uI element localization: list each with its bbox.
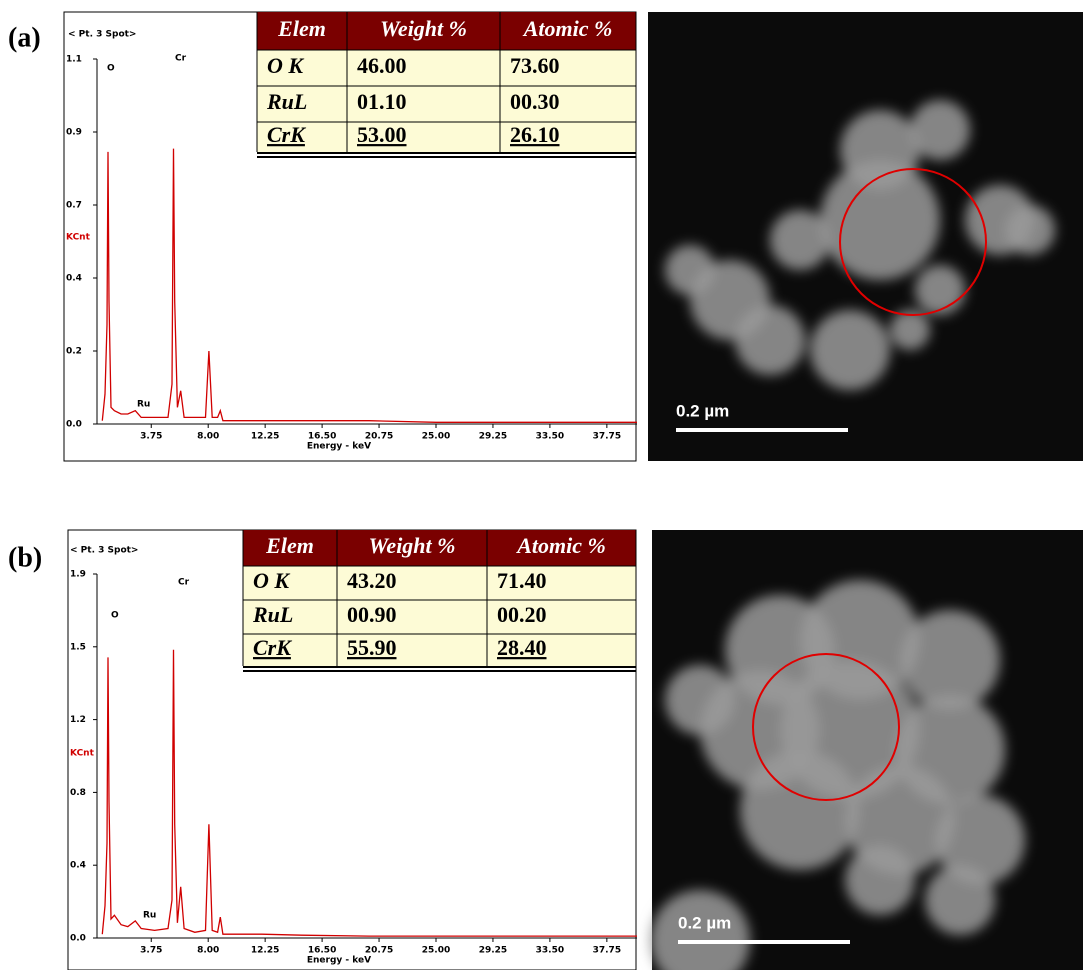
y-tick-label: 0.2: [66, 347, 82, 357]
table-cell: RuL: [266, 89, 307, 114]
x-tick-label: 29.25: [479, 432, 507, 442]
table-header-cell: Elem: [277, 16, 326, 41]
x-tick-label: 12.25: [251, 946, 279, 956]
table-header-cell: Weight %: [380, 16, 467, 41]
peak-label: Ru: [143, 911, 156, 921]
spectrum-line: [101, 649, 637, 937]
x-tick-label: 37.75: [593, 946, 621, 956]
table-header-cell: Atomic %: [515, 533, 606, 558]
particle: [1005, 205, 1055, 255]
particle: [665, 245, 715, 295]
x-tick-label: 8.00: [197, 946, 219, 956]
x-tick-label: 8.00: [197, 432, 219, 442]
table-cell: O K: [253, 568, 290, 593]
peak-label: Ru: [137, 400, 150, 410]
chart-title: < Pt. 3 Spot>: [68, 30, 136, 40]
table-header-bg: [243, 530, 636, 566]
particle: [650, 890, 750, 970]
peak-label: Cr: [178, 578, 190, 588]
particles: [650, 580, 1025, 970]
x-tick-label: 33.50: [536, 432, 564, 442]
table-cell: 55.90: [347, 635, 397, 660]
table-header-cell: Weight %: [369, 533, 456, 558]
y-tick-label: 0.9: [66, 128, 82, 138]
y-tick-label: 1.2: [70, 715, 86, 725]
scale-bar-label: 0.2 µm: [676, 401, 729, 420]
table-header-cell: Atomic %: [522, 16, 613, 41]
x-tick-label: 12.25: [251, 432, 279, 442]
particle: [925, 865, 995, 935]
y-tick-label: 1.9: [70, 570, 86, 580]
table-cell: 53.00: [357, 122, 407, 147]
y-axis-label: KCnt: [66, 233, 91, 243]
chart-title: < Pt. 3 Spot>: [70, 546, 138, 556]
y-axis-label: KCnt: [70, 749, 95, 759]
y-tick-label: 0.7: [66, 201, 82, 211]
table-cell: 01.10: [357, 89, 407, 114]
y-tick-label: 0.0: [70, 934, 86, 944]
table-cell: 71.40: [497, 568, 547, 593]
table-cell: 43.20: [347, 568, 397, 593]
particle: [935, 795, 1025, 885]
table-cell: 73.60: [510, 53, 560, 78]
particle: [770, 210, 830, 270]
particle: [910, 100, 970, 160]
peak-label: O: [111, 611, 119, 621]
analysis-spot: [752, 653, 900, 801]
table-body-bg: [257, 50, 636, 152]
table-header-cell: Elem: [265, 533, 314, 558]
table-cell: 00.20: [497, 602, 547, 627]
analysis-spot: [839, 168, 987, 316]
table-cell: 00.30: [510, 89, 560, 114]
particle: [890, 310, 930, 350]
table-header-bg: [257, 12, 636, 50]
table-cell: CrK: [267, 122, 306, 147]
particle: [665, 665, 735, 735]
particle: [735, 305, 805, 375]
particle: [845, 845, 915, 915]
y-tick-label: 0.8: [70, 788, 86, 798]
x-tick-label: 25.00: [422, 946, 450, 956]
table-cell: O K: [267, 53, 304, 78]
peak-label: O: [107, 64, 115, 74]
table-cell: 26.10: [510, 122, 560, 147]
particle: [915, 265, 965, 315]
y-tick-label: 0.0: [66, 420, 82, 430]
panel-label: (a): [8, 22, 41, 53]
x-tick-label: 37.75: [593, 432, 621, 442]
table-cell: 28.40: [497, 635, 547, 660]
y-tick-label: 0.4: [70, 861, 86, 871]
particle: [810, 310, 890, 390]
x-tick-label: 16.50: [308, 432, 336, 442]
particle: [820, 160, 940, 280]
y-tick-label: 1.5: [70, 642, 86, 652]
x-tick-label: 20.75: [365, 432, 393, 442]
table-cell: 00.90: [347, 602, 397, 627]
spectrum-line: [101, 148, 637, 423]
x-tick-label: 16.50: [308, 946, 336, 956]
peak-label: Cr: [175, 54, 187, 64]
particle: [900, 610, 1000, 710]
x-tick-label: 33.50: [536, 946, 564, 956]
x-tick-label: 3.75: [140, 432, 162, 442]
y-tick-label: 1.1: [66, 55, 82, 65]
table-cell: RuL: [252, 602, 293, 627]
x-tick-label: 20.75: [365, 946, 393, 956]
x-axis-label: Energy - keV: [307, 442, 371, 452]
scale-bar-label: 0.2 µm: [678, 913, 731, 932]
particle: [740, 750, 860, 870]
table-cell: 46.00: [357, 53, 407, 78]
x-tick-label: 3.75: [140, 946, 162, 956]
x-tick-label: 29.25: [479, 946, 507, 956]
table-cell: CrK: [253, 635, 292, 660]
panel-label: (b): [8, 542, 42, 573]
x-axis-label: Energy - keV: [307, 956, 371, 966]
x-tick-label: 25.00: [422, 432, 450, 442]
table-body-bg: [243, 566, 636, 666]
y-tick-label: 0.4: [66, 274, 82, 284]
